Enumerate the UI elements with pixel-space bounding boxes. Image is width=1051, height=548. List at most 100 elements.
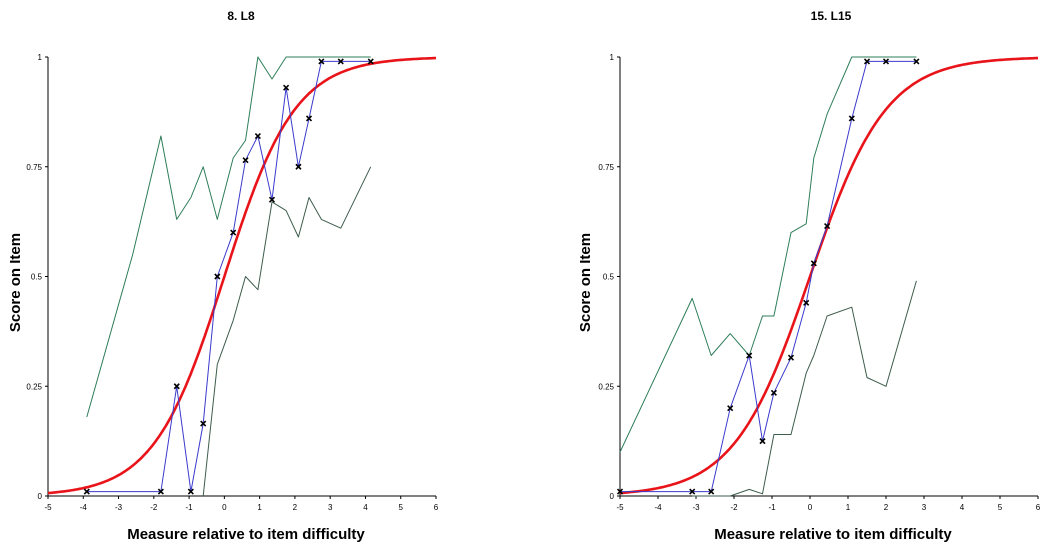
empirical-point — [305, 115, 313, 122]
empirical-point — [810, 260, 817, 267]
x-tick-label: 3 — [328, 503, 333, 512]
empirical-point — [770, 389, 777, 396]
point-stroke — [200, 420, 207, 427]
x-tick-label: -2 — [730, 503, 738, 512]
point-stroke — [367, 58, 374, 65]
y-tick-label: 0.25 — [26, 382, 42, 391]
empirical-point — [708, 488, 715, 495]
x-tick-label: -3 — [692, 503, 700, 512]
point-stroke — [318, 58, 325, 65]
point-stroke — [616, 488, 624, 495]
x-tick-label: -2 — [150, 503, 158, 512]
upper-confidence-line — [619, 56, 917, 453]
x-tick-label: -1 — [186, 503, 194, 512]
y-tick-label: 0.75 — [26, 163, 42, 172]
point-stroke — [746, 352, 753, 359]
point-stroke — [187, 488, 194, 495]
point-stroke — [689, 488, 696, 495]
icc-chart-l15: 15. L15 -5 -4 -3 -2 -1 0 1 2 3 4 5 6 0 0.25 0.5 0.75 1 Mea… — [577, 9, 1041, 543]
empirical-point — [254, 132, 261, 140]
x-tick-label: 2 — [884, 503, 889, 512]
empirical-point — [882, 58, 890, 65]
lower-confidence-line — [202, 166, 372, 497]
model-icc-curve — [47, 56, 436, 495]
empirical-point — [230, 229, 237, 236]
point-stroke — [848, 115, 855, 122]
empirical-point — [913, 58, 920, 65]
lower-confidence-line — [692, 280, 917, 497]
empirical-point — [268, 196, 276, 203]
point-stroke — [305, 115, 313, 122]
point-stroke — [254, 132, 261, 140]
empirical-point — [214, 273, 221, 280]
point-stroke — [242, 157, 249, 164]
chart-panel-l8: 8. L8 -5 -4 -3 -2 -1 0 1 2 3 4 5 6 0 0.25 0.5 0.75 1 Measu… — [0, 0, 480, 548]
empirical-point — [187, 488, 194, 495]
empirical-point — [616, 488, 624, 495]
point-stroke — [295, 163, 302, 170]
point-stroke — [787, 354, 795, 361]
point-stroke — [913, 58, 920, 65]
point-stroke — [83, 488, 90, 495]
x-tick-label: 4 — [960, 503, 965, 512]
point-stroke — [863, 58, 871, 65]
x-tick-label: 5 — [998, 503, 1003, 512]
empirical-point — [727, 405, 734, 412]
point-stroke — [157, 488, 164, 495]
x-tick-label: -4 — [80, 503, 88, 512]
empirical-point — [200, 420, 207, 427]
x-tick-label: 4 — [363, 503, 368, 512]
y-tick-label: 1 — [38, 53, 43, 62]
x-tick-label: -5 — [44, 503, 52, 512]
point-stroke — [759, 438, 766, 445]
x-tick-label: 0 — [222, 503, 227, 512]
chart-title: 8. L8 — [227, 9, 255, 23]
x-tick-label: -5 — [616, 503, 624, 512]
y-tick-label: 0.5 — [603, 273, 615, 282]
empirical-point — [824, 222, 831, 230]
empirical-point — [863, 58, 871, 65]
model-icc-curve — [619, 56, 1038, 495]
x-axis-title: Measure relative to item difficulty — [127, 526, 365, 543]
empirical-point — [283, 84, 290, 91]
y-tick-label: 0.5 — [31, 273, 43, 282]
y-tick-label: 0.75 — [598, 163, 614, 172]
empirical-point — [848, 115, 855, 122]
chart-panel-l15: 15. L15 -5 -4 -3 -2 -1 0 1 2 3 4 5 6 0 0.25 0.5 0.75 1 Mea… — [570, 0, 1051, 548]
x-tick-label: 6 — [1036, 503, 1041, 512]
empirical-point — [318, 58, 325, 65]
y-tick-label: 0 — [38, 492, 43, 501]
empirical-point — [173, 383, 180, 390]
empirical-line — [86, 60, 371, 493]
point-stroke — [770, 389, 777, 396]
x-tick-label: -4 — [654, 503, 662, 512]
point-stroke — [727, 405, 734, 412]
x-axis-title: Measure relative to item difficulty — [714, 526, 952, 543]
y-tick-label: 1 — [610, 53, 615, 62]
empirical-point — [83, 488, 90, 495]
y-tick-label: 0.25 — [598, 382, 614, 391]
x-tick-label: 1 — [257, 503, 262, 512]
point-stroke — [810, 260, 817, 267]
y-tick-label: 0 — [610, 492, 615, 501]
empirical-point — [242, 157, 249, 164]
x-tick-label: 6 — [434, 503, 439, 512]
x-tick-label: 1 — [846, 503, 851, 512]
empirical-point — [689, 488, 696, 495]
icc-chart-l8: 8. L8 -5 -4 -3 -2 -1 0 1 2 3 4 5 6 0 0.25 0.5 0.75 1 Measu… — [7, 9, 439, 543]
empirical-point — [157, 488, 164, 495]
empirical-point — [803, 299, 810, 306]
empirical-point — [787, 354, 795, 361]
x-tick-label: -3 — [115, 503, 123, 512]
empirical-point — [759, 438, 766, 445]
x-tick-label: 0 — [808, 503, 813, 512]
point-stroke — [803, 299, 810, 306]
point-stroke — [337, 58, 344, 65]
x-tick-label: -1 — [768, 503, 776, 512]
point-stroke — [214, 273, 221, 280]
upper-confidence-line — [86, 56, 371, 418]
empirical-line — [620, 60, 917, 493]
y-axis-title: Score on Item — [577, 233, 594, 332]
point-stroke — [268, 196, 276, 203]
y-axis-title: Score on Item — [7, 233, 24, 332]
